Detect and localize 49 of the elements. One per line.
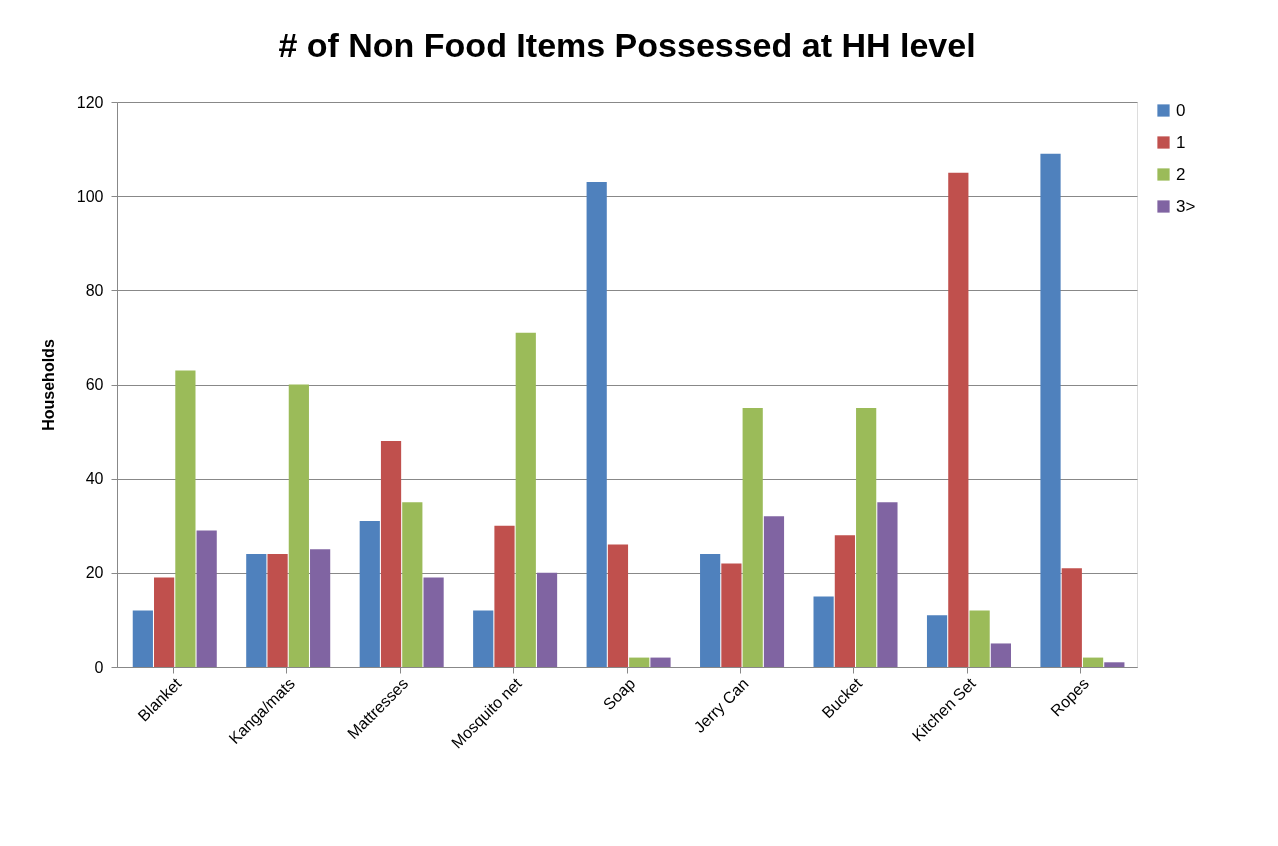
chart-title: # of Non Food Items Possessed at HH level [278, 26, 976, 64]
bar [402, 502, 423, 667]
bar [359, 521, 380, 667]
bar [990, 643, 1011, 667]
bar [650, 657, 671, 667]
legend-label: 2 [1176, 164, 1186, 184]
bar [813, 596, 834, 667]
legend-label: 3> [1176, 196, 1196, 216]
legend-label: 0 [1176, 100, 1186, 120]
bar [246, 554, 267, 667]
bar [700, 554, 721, 667]
bar [515, 332, 536, 667]
bar [742, 408, 763, 667]
bar [310, 549, 331, 667]
bar [721, 563, 742, 667]
legend-label: 1 [1176, 132, 1186, 152]
bar [877, 502, 898, 667]
bar [926, 615, 948, 667]
bar [132, 610, 153, 667]
bar [1040, 153, 1061, 667]
bar [948, 172, 969, 667]
y-tick-label: 0 [94, 658, 104, 676]
y-axis-title: Households [39, 339, 57, 431]
y-tick-label: 100 [76, 187, 104, 205]
y-tick-label: 40 [85, 470, 104, 488]
y-tick-label: 20 [85, 564, 104, 582]
bar [1061, 568, 1082, 667]
bar [288, 384, 309, 667]
bar [154, 577, 175, 667]
bar [586, 182, 607, 667]
bar [1082, 657, 1104, 667]
bar [196, 530, 217, 667]
bar [380, 441, 402, 667]
bar [834, 535, 855, 667]
bar [473, 610, 494, 667]
bar [175, 370, 196, 667]
y-tick-label: 120 [76, 93, 104, 111]
bar [607, 544, 629, 667]
bar [856, 408, 877, 667]
bar [763, 516, 785, 667]
bar [629, 657, 650, 667]
bar [969, 610, 990, 667]
bar [267, 554, 288, 667]
y-tick-label: 60 [85, 376, 104, 393]
bar [423, 577, 444, 667]
bar [1104, 662, 1125, 667]
y-tick-label: 80 [85, 281, 104, 299]
bar [494, 525, 515, 667]
bar [536, 572, 558, 667]
